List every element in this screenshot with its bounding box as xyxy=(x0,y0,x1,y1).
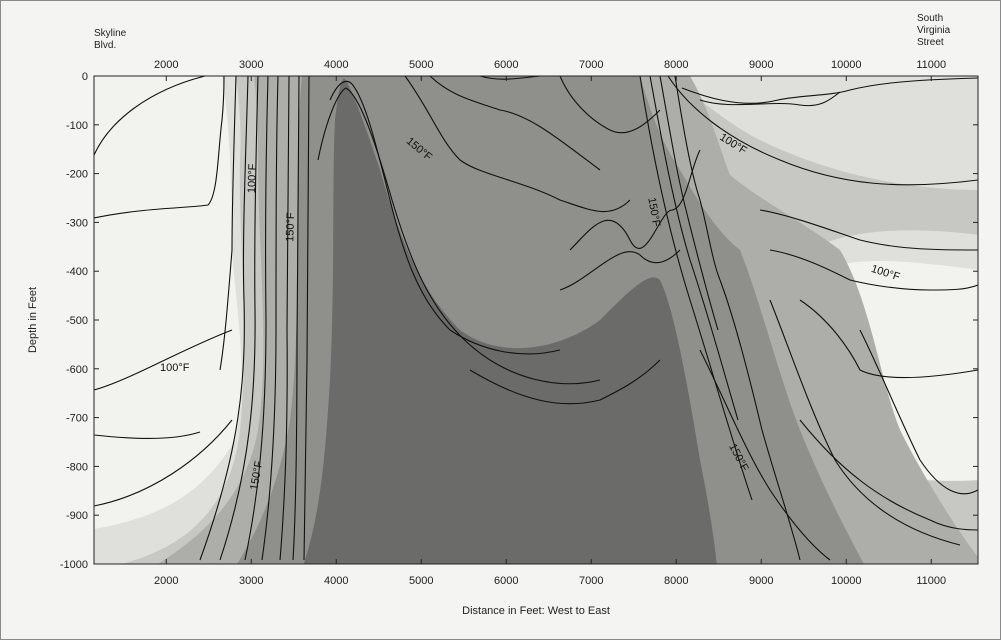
x-tick-label-bottom: 5000 xyxy=(409,575,433,587)
isotherm-line xyxy=(719,279,801,561)
isotherm-line xyxy=(94,329,233,391)
isotherm-line xyxy=(469,359,661,405)
x-tick-label-bottom: 2000 xyxy=(154,575,178,587)
x-tick-label-bottom: 10000 xyxy=(831,575,862,587)
isotherm-line xyxy=(279,76,290,561)
y-axis-title: Depth in Feet xyxy=(27,287,39,353)
isotherm-line xyxy=(649,76,739,421)
y-tick-label: -1000 xyxy=(60,559,88,571)
isotherm-line xyxy=(659,76,719,331)
isotherm-line xyxy=(799,299,978,379)
x-tick-label-top: 5000 xyxy=(409,59,433,71)
isotherm-line xyxy=(244,76,269,561)
isotherm-label: 100°F xyxy=(246,163,259,193)
isotherm-line xyxy=(94,76,225,219)
y-tick-label: -700 xyxy=(66,413,88,425)
corner-right-line1: South xyxy=(917,13,943,24)
isotherm-line xyxy=(292,76,300,561)
corner-left-line2: Blvd. xyxy=(94,40,116,51)
isotherm-line xyxy=(859,329,978,495)
isotherm-line xyxy=(667,76,978,186)
isotherm-label: 150°F xyxy=(645,197,662,228)
isotherm-line xyxy=(699,349,831,561)
isotherm-lines xyxy=(94,76,978,561)
isotherm-line xyxy=(569,149,701,251)
x-tick-label-top: 6000 xyxy=(494,59,518,71)
y-tick-label: -800 xyxy=(66,461,88,473)
x-tick-label-top: 3000 xyxy=(239,59,263,71)
corner-label-right: South Virginia Street xyxy=(917,13,951,48)
isotherm-line xyxy=(94,76,206,156)
x-tick-label-top: 2000 xyxy=(154,59,178,71)
x-tick-label-top: 11000 xyxy=(916,59,946,71)
x-tick-label-top: 8000 xyxy=(664,59,688,71)
isotherm-line xyxy=(639,76,753,501)
corner-right-line3: Street xyxy=(917,37,944,48)
corner-right-line2: Virginia xyxy=(917,25,951,36)
isotherm-line xyxy=(317,87,601,385)
isotherm-line xyxy=(799,419,978,531)
x-tick-label-bottom: 11000 xyxy=(916,575,946,587)
isotherm-line xyxy=(559,249,681,291)
y-tick-label: -100 xyxy=(66,120,88,132)
x-tick-label-bottom: 9000 xyxy=(749,575,773,587)
y-tick-label: -400 xyxy=(66,266,88,278)
corner-label-left: Skyline Blvd. xyxy=(94,28,127,51)
x-tick-label-bottom: 3000 xyxy=(239,575,263,587)
x-tick-label-top: 7000 xyxy=(579,59,603,71)
x-tick-label-top: 9000 xyxy=(749,59,773,71)
x-tick-label-bottom: 7000 xyxy=(579,575,603,587)
isotherm-line xyxy=(681,77,978,104)
isotherm-line xyxy=(429,76,601,171)
y-tick-label: -200 xyxy=(66,169,88,181)
temperature-bands xyxy=(94,76,978,564)
isotherm-line xyxy=(479,76,541,80)
isotherm-line xyxy=(219,76,259,561)
isotherm-line xyxy=(329,80,561,355)
x-tick-label-bottom: 4000 xyxy=(324,575,348,587)
isotherm-line xyxy=(219,76,237,371)
isotherm-line xyxy=(769,299,961,546)
isotherm-line xyxy=(94,431,201,439)
isotherm-line xyxy=(699,91,841,107)
isotherm-line xyxy=(559,76,661,134)
isotherm-line xyxy=(674,76,721,281)
y-tick-label: -300 xyxy=(66,217,88,229)
corner-left-line1: Skyline xyxy=(94,28,127,39)
isotherm-line xyxy=(94,419,233,507)
temperature-band-5 xyxy=(303,78,717,564)
axis-ticks: 2000 2000 3000 3000 4000 4000 5000 5000 6000 6000… xyxy=(60,59,978,587)
x-tick-label-top: 4000 xyxy=(324,59,348,71)
y-tick-label: -900 xyxy=(66,510,88,522)
y-tick-label: 0 xyxy=(82,71,88,83)
y-tick-label: -500 xyxy=(66,315,88,327)
isotherm-line xyxy=(404,76,631,213)
isotherm-line xyxy=(261,76,279,561)
isotherm-line xyxy=(769,249,978,291)
isotherm-line xyxy=(759,209,978,251)
x-tick-label-bottom: 6000 xyxy=(494,575,518,587)
isotherm-line xyxy=(303,76,310,561)
isotherm-line xyxy=(199,76,249,561)
y-tick-label: -600 xyxy=(66,364,88,376)
x-axis-title: Distance in Feet: West to East xyxy=(462,605,610,617)
isotherm-label: 100°F xyxy=(160,362,190,374)
x-tick-label-top: 10000 xyxy=(831,59,862,71)
isotherm-label: 150°F xyxy=(248,460,265,491)
isotherm-label: 150°F xyxy=(284,212,297,242)
x-tick-label-bottom: 8000 xyxy=(664,575,688,587)
